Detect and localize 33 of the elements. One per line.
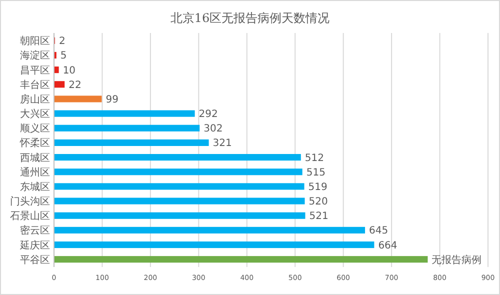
y-tick-label: 东城区: [20, 180, 50, 193]
y-tick-label: 延庆区: [19, 239, 50, 252]
data-label: 515: [306, 167, 326, 178]
y-tick-label: 石景山区: [10, 210, 50, 222]
y-tick-label: 密云区: [20, 224, 50, 237]
y-tick-label: 西城区: [20, 152, 50, 164]
data-label: 520: [308, 196, 328, 208]
y-tick-label: 海淀区: [20, 50, 50, 62]
y-tick-label: 顺义区: [20, 122, 50, 135]
data-label: 302: [204, 124, 223, 135]
data-label: 645: [369, 226, 388, 237]
y-tick-label: 通州区: [20, 166, 50, 178]
y-tick-label: 平谷区: [20, 254, 50, 266]
y-tick-label: 朝阳区: [20, 35, 50, 48]
data-label: 22: [68, 80, 82, 91]
data-label: 519: [308, 182, 328, 193]
data-label: 321: [212, 138, 232, 150]
data-label: 512: [304, 152, 324, 164]
data-label: 664: [378, 240, 398, 252]
data-label: 2: [58, 36, 66, 48]
data-label: 10: [62, 65, 76, 76]
data-label: 无报告病例: [432, 254, 482, 266]
data-label: 292: [198, 109, 218, 120]
y-tick-label: 房山区: [20, 93, 50, 106]
y-tick-label: 怀柔区: [19, 137, 50, 150]
data-label: 521: [309, 211, 328, 222]
y-tick-label: 昌平区: [20, 65, 50, 76]
data-label: 5: [60, 50, 67, 62]
y-tick-label: 门头沟区: [10, 196, 50, 208]
y-tick-label: 丰台区: [20, 78, 50, 91]
data-label: 99: [106, 94, 118, 106]
y-tick-label: 大兴区: [20, 108, 50, 120]
chart-title: 北京16区无报告病例天数情况: [170, 11, 330, 25]
